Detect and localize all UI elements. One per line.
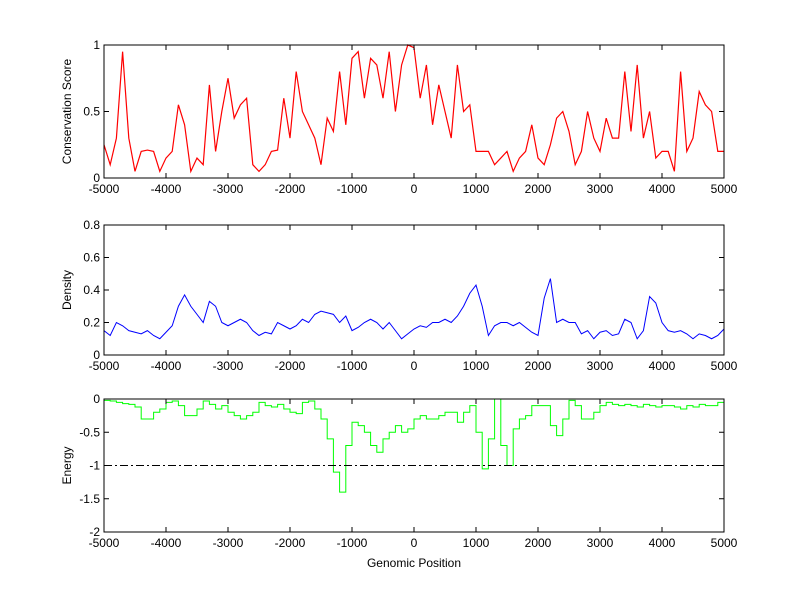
subplot-2: -5000 -4000 -3000 -2000 -1000 0 1000 2000 3000 40…	[60, 218, 738, 373]
x-tick-label: -5000	[89, 359, 120, 373]
x-tick-label: -4000	[151, 359, 182, 373]
y-tick-label: -1.5	[79, 492, 100, 506]
x-tick-label: -1000	[337, 359, 368, 373]
x-tick-label: -3000	[213, 359, 244, 373]
subplot-1: -5000 -4000 -3000 -2000 -1000 0 1000 2000 3000 40…	[60, 38, 738, 196]
y-tick-label: 0	[93, 348, 100, 362]
y-tick-label: 0.2	[83, 316, 100, 330]
x-tick-label: 1000	[463, 182, 490, 196]
y-tick-label: -1	[89, 459, 100, 473]
y-axis-label: Energy	[60, 446, 74, 484]
x-tick-label: 5000	[711, 536, 738, 550]
y-tick-label: 1	[93, 38, 100, 52]
y-tick-label: 0.4	[83, 283, 100, 297]
y-tick-label: 0	[93, 392, 100, 406]
x-tick-label: -4000	[151, 182, 182, 196]
x-tick-label: 3000	[587, 359, 614, 373]
y-tick-label: -2	[89, 525, 100, 539]
x-tick-label: 0	[411, 536, 418, 550]
y-tick-label: 0.6	[83, 251, 100, 265]
x-tick-label: 2000	[525, 359, 552, 373]
x-tick-label: -3000	[213, 182, 244, 196]
x-tick-label: -2000	[275, 359, 306, 373]
x-tick-label: 0	[411, 182, 418, 196]
x-tick-label: -1000	[337, 536, 368, 550]
x-tick-label: -2000	[275, 536, 306, 550]
x-tick-label: 2000	[525, 536, 552, 550]
x-tick-label: -5000	[89, 536, 120, 550]
y-axis-label: Conservation Score	[60, 58, 74, 164]
x-tick-label: 2000	[525, 182, 552, 196]
x-tick-label: 1000	[463, 536, 490, 550]
x-tick-label: 4000	[649, 359, 676, 373]
series-line	[103, 278, 725, 340]
y-tick-label: 0.8	[83, 218, 100, 232]
y-tick-label: 0	[93, 171, 100, 185]
x-axis-label: Genomic Position	[367, 556, 461, 570]
y-tick-label: -0.5	[79, 425, 100, 439]
x-tick-label: -4000	[151, 536, 182, 550]
x-tick-label: 1000	[463, 359, 490, 373]
x-tick-label: -2000	[275, 182, 306, 196]
series-line	[104, 398, 725, 493]
y-axis-label: Density	[60, 270, 74, 310]
x-tick-label: -5000	[89, 182, 120, 196]
x-tick-label: 3000	[587, 536, 614, 550]
x-tick-label: 3000	[587, 182, 614, 196]
x-tick-label: 5000	[711, 182, 738, 196]
y-tick-label: 0.5	[83, 105, 100, 119]
plot-area	[104, 225, 724, 355]
x-tick-label: -3000	[213, 536, 244, 550]
x-tick-label: -1000	[337, 182, 368, 196]
x-tick-label: 4000	[649, 182, 676, 196]
x-tick-label: 5000	[711, 359, 738, 373]
subplot-3: -5000 -4000 -3000 -2000 -1000 0 1000 2000 3000 40…	[60, 392, 738, 570]
x-tick-label: 0	[411, 359, 418, 373]
x-tick-label: 4000	[649, 536, 676, 550]
